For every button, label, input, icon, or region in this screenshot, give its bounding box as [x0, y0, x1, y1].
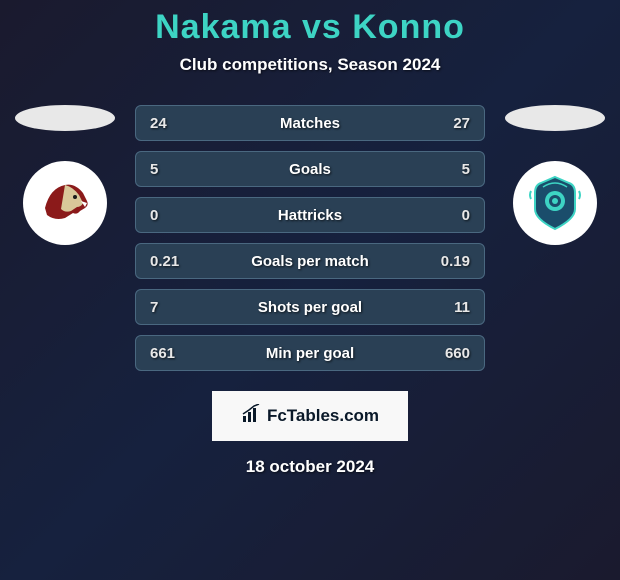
page-subtitle: Club competitions, Season 2024: [0, 55, 620, 75]
brand-badge[interactable]: FcTables.com: [212, 391, 408, 441]
stat-row-matches: 24 Matches 27: [135, 105, 485, 141]
team-right-column: [505, 105, 605, 245]
content-area: 24 Matches 27 5 Goals 5 0 Hattricks 0 0.…: [0, 105, 620, 371]
stat-label: Min per goal: [266, 345, 354, 362]
stat-left-value: 661: [150, 345, 190, 362]
stat-left-value: 5: [150, 161, 190, 178]
team-left-logo: [23, 161, 107, 245]
stat-left-value: 7: [150, 299, 190, 316]
stat-label: Hattricks: [278, 207, 342, 224]
stat-right-value: 0: [430, 207, 470, 224]
stat-right-value: 27: [430, 115, 470, 132]
stat-row-hattricks: 0 Hattricks 0: [135, 197, 485, 233]
team-right-logo: [513, 161, 597, 245]
player-oval-right: [505, 105, 605, 131]
stat-right-value: 11: [430, 299, 470, 316]
stat-right-value: 0.19: [430, 253, 470, 270]
page-title: Nakama vs Konno: [0, 8, 620, 47]
chart-icon: [241, 404, 261, 429]
date-label: 18 october 2024: [0, 457, 620, 477]
stat-left-value: 0: [150, 207, 190, 224]
player-oval-left: [15, 105, 115, 131]
shield-logo-icon: [523, 171, 587, 235]
stats-column: 24 Matches 27 5 Goals 5 0 Hattricks 0 0.…: [135, 105, 485, 371]
header: Nakama vs Konno Club competitions, Seaso…: [0, 0, 620, 75]
stat-row-goals: 5 Goals 5: [135, 151, 485, 187]
stat-left-value: 24: [150, 115, 190, 132]
stat-right-value: 5: [430, 161, 470, 178]
stat-label: Matches: [280, 115, 340, 132]
stat-label: Shots per goal: [258, 299, 362, 316]
stat-left-value: 0.21: [150, 253, 190, 270]
stat-row-shots-per-goal: 7 Shots per goal 11: [135, 289, 485, 325]
coyote-logo-icon: [35, 173, 95, 233]
stat-label: Goals: [289, 161, 331, 178]
stat-row-goals-per-match: 0.21 Goals per match 0.19: [135, 243, 485, 279]
team-left-column: [15, 105, 115, 245]
stat-row-min-per-goal: 661 Min per goal 660: [135, 335, 485, 371]
stat-right-value: 660: [430, 345, 470, 362]
stat-label: Goals per match: [251, 253, 369, 270]
brand-text: FcTables.com: [267, 406, 379, 426]
